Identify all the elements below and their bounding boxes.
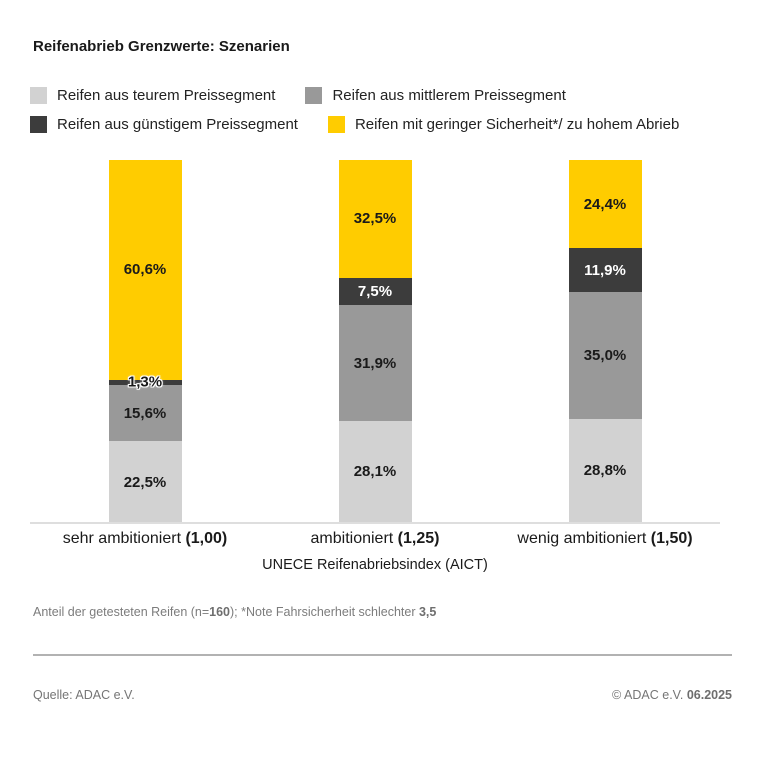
- chart-column: 32,5% 7,5% 31,9% 28,1%: [260, 160, 490, 523]
- segment-value-label: 11,9%: [584, 261, 626, 279]
- bar-segment: 15,6%: [108, 384, 182, 442]
- copyright-date: 06.2025: [686, 688, 732, 702]
- legend-item: Reifen aus günstigem Preissegment: [30, 116, 298, 133]
- legend: Reifen aus teurem Preissegment Reifen aus…: [30, 87, 740, 133]
- bar-segment: 60,6%: [108, 160, 182, 380]
- stacked-bar: 60,6% 1,3% 15,6% 22,5%: [108, 160, 182, 523]
- chart-column: 24,4% 11,9% 35,0% 28,8%: [490, 160, 720, 524]
- bar-segment: 7,5%: [338, 277, 412, 306]
- chart-column: 60,6% 1,3% 15,6% 22,5%: [30, 160, 260, 523]
- bar-segment: 32,5%: [338, 160, 412, 278]
- segment-value-label: 28,8%: [583, 462, 627, 480]
- x-axis-title: UNECE Reifenabriebsindex (AICT): [262, 557, 488, 573]
- x-axis-category-label: ambitioniert (1,25): [310, 530, 440, 547]
- source-text: Quelle: ADAC e.V.: [33, 688, 135, 702]
- segment-value-label: 24,4%: [583, 195, 627, 213]
- segment-value-label: 1,3%: [127, 373, 163, 391]
- bar-segment: 31,9%: [338, 305, 412, 421]
- bar-segment: 24,4%: [568, 160, 642, 249]
- legend-swatch: [327, 116, 345, 133]
- bar-segment: 28,8%: [568, 418, 642, 524]
- bar-segment: 11,9%: [568, 248, 642, 292]
- x-axis-baseline: [30, 522, 720, 524]
- bar-segment: 28,1%: [338, 420, 412, 523]
- page-title: Reifenabrieb Grenzwerte: Szenarien: [33, 38, 290, 55]
- segment-value-label: 35,0%: [583, 346, 627, 364]
- stacked-bar-chart: 60,6% 1,3% 15,6% 22,5% 32,5% 7,5% 31,9% 28,1% 24…: [30, 160, 720, 524]
- legend-swatch: [30, 87, 47, 104]
- segment-value-label: 32,5%: [353, 210, 397, 228]
- segment-value-label: 28,1%: [353, 463, 397, 481]
- footnote-grade: 3,5: [418, 605, 437, 619]
- legend-label: Reifen aus mittlerem Preissegment: [332, 87, 566, 104]
- legend-item: Reifen aus teurem Preissegment: [30, 87, 275, 104]
- footnote-sample-size: 160: [209, 605, 231, 619]
- segment-value-label: 31,9%: [353, 354, 397, 372]
- segment-value-label: 7,5%: [357, 283, 393, 301]
- legend-label: Reifen aus günstigem Preissegment: [57, 116, 298, 133]
- bar-segment: 22,5%: [108, 441, 182, 523]
- legend-swatch: [30, 116, 47, 133]
- legend-item: Reifen aus mittlerem Preissegment: [305, 87, 566, 104]
- stacked-bar: 32,5% 7,5% 31,9% 28,1%: [338, 160, 412, 523]
- segment-value-label: 15,6%: [123, 404, 167, 422]
- legend-item: Reifen mit geringer Sicherheit*/ zu hohe…: [327, 116, 680, 133]
- footnote-text-2: ); *Note Fahrsicherheit schlechter: [230, 605, 419, 619]
- segment-value-label: 22,5%: [123, 473, 167, 491]
- bar-segment: 1,3%: [108, 375, 182, 390]
- legend-swatch: [305, 87, 323, 104]
- footer-divider: [33, 654, 732, 656]
- legend-row: Reifen aus günstigem Preissegment Reifen …: [30, 116, 740, 133]
- legend-row: Reifen aus teurem Preissegment Reifen aus…: [30, 87, 740, 104]
- copyright-text: © ADAC e.V. 06.2025: [612, 688, 732, 702]
- stacked-bar: 24,4% 11,9% 35,0% 28,8%: [568, 160, 642, 524]
- x-axis-labels: sehr ambitioniert (1,00) ambitioniert (1,…: [30, 530, 720, 548]
- legend-label: Reifen aus teurem Preissegment: [57, 87, 276, 104]
- bar-segment: 35,0%: [568, 291, 642, 419]
- legend-label: Reifen mit geringer Sicherheit*/ zu hohe…: [354, 116, 680, 133]
- segment-value-label: 60,6%: [123, 261, 167, 279]
- x-axis-category-label: wenig ambitioniert (1,50): [517, 530, 693, 547]
- copyright-prefix: © ADAC e.V.: [612, 688, 687, 702]
- footnote-text: Anteil der getesteten Reifen (n=: [33, 605, 210, 619]
- footnote: Anteil der getesteten Reifen (n=160); *N…: [33, 605, 436, 619]
- footer: Quelle: ADAC e.V. © ADAC e.V. 06.2025: [33, 688, 732, 702]
- x-axis-category-label: sehr ambitioniert (1,00): [62, 530, 228, 547]
